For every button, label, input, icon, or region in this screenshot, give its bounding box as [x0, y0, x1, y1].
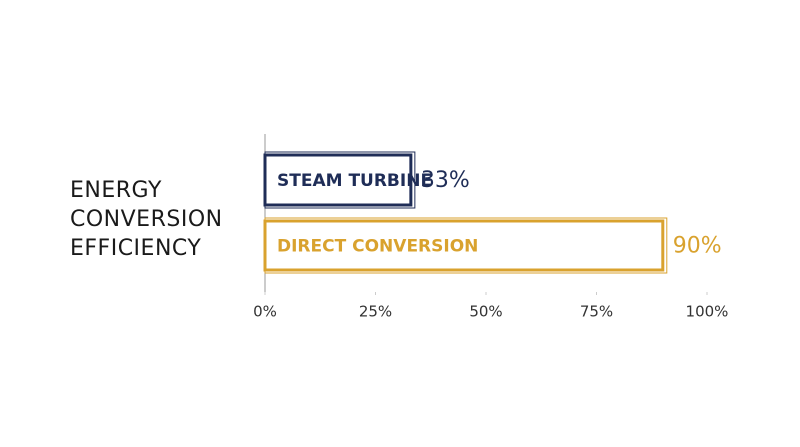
- bar-outline: [264, 151, 416, 209]
- value-label: 33%: [421, 168, 470, 193]
- bar-outline: [264, 217, 668, 274]
- category-label: STEAM TURBINE: [277, 171, 432, 191]
- x-tick-label: 100%: [686, 303, 729, 321]
- x-tick-label: 75%: [580, 303, 613, 321]
- x-tick-label: 25%: [359, 303, 392, 321]
- x-tick-label: 50%: [469, 303, 502, 321]
- value-label: 90%: [673, 234, 722, 259]
- axis-title: ENERGY CONVERSION EFFICIENCY: [70, 178, 223, 261]
- category-label: DIRECT CONVERSION: [277, 237, 478, 257]
- x-tick-label: 0%: [253, 303, 277, 321]
